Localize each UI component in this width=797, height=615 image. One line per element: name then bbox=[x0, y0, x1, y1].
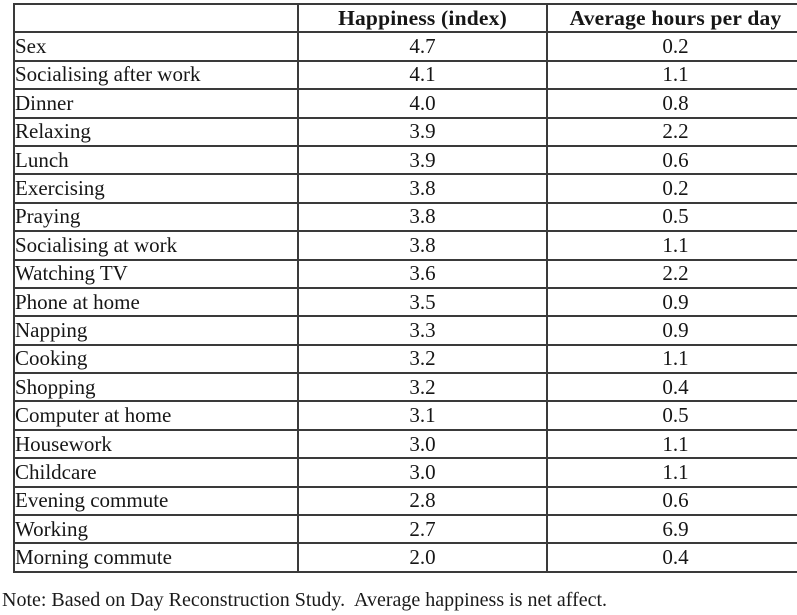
activity-cell: Lunch bbox=[13, 144, 299, 176]
hours-cell: 1.1 bbox=[546, 59, 797, 91]
activity-cell: Sex bbox=[13, 31, 299, 62]
activity-cell: Morning commute bbox=[13, 542, 299, 573]
table-row: Cooking 3.2 1.1 bbox=[13, 343, 797, 375]
activity-cell: Exercising bbox=[13, 173, 299, 204]
hours-cell: 0.5 bbox=[546, 400, 797, 431]
table-row: Evening commute 2.8 0.6 bbox=[13, 485, 797, 517]
table-row: Lunch 3.9 0.6 bbox=[13, 144, 797, 176]
happiness-cell: 4.1 bbox=[297, 59, 548, 91]
activity-cell: Watching TV bbox=[13, 258, 299, 289]
table-row: Praying 3.8 0.5 bbox=[13, 201, 797, 233]
activity-cell: Housework bbox=[13, 428, 299, 460]
table-row: Childcare 3.0 1.1 bbox=[13, 457, 797, 488]
table-row: Working 2.7 6.9 bbox=[13, 514, 797, 545]
table-row: Housework 3.0 1.1 bbox=[13, 428, 797, 460]
happiness-by-activity-table: Happiness (index) Average hours per day … bbox=[13, 2, 797, 573]
happiness-cell: 3.6 bbox=[297, 258, 548, 289]
hours-cell: 0.9 bbox=[546, 315, 797, 346]
activity-cell: Shopping bbox=[13, 372, 299, 403]
happiness-cell: 2.0 bbox=[297, 542, 548, 573]
activity-cell: Computer at home bbox=[13, 400, 299, 431]
header-row: Happiness (index) Average hours per day bbox=[13, 2, 797, 34]
table-body: Sex 4.7 0.2 Socialising after work 4.1 1… bbox=[13, 31, 797, 573]
happiness-cell: 3.8 bbox=[297, 173, 548, 204]
table-row: Napping 3.3 0.9 bbox=[13, 315, 797, 346]
table-row: Watching TV 3.6 2.2 bbox=[13, 258, 797, 289]
hours-cell: 2.2 bbox=[546, 116, 797, 147]
hours-cell: 0.5 bbox=[546, 201, 797, 233]
hours-cell: 0.4 bbox=[546, 542, 797, 573]
activity-cell: Phone at home bbox=[13, 286, 299, 318]
activity-cell: Napping bbox=[13, 315, 299, 346]
hours-cell: 1.1 bbox=[546, 428, 797, 460]
activity-cell: Cooking bbox=[13, 343, 299, 375]
happiness-cell: 3.9 bbox=[297, 116, 548, 147]
happiness-cell: 3.9 bbox=[297, 144, 548, 176]
happiness-cell: 3.0 bbox=[297, 457, 548, 488]
activity-cell: Relaxing bbox=[13, 116, 299, 147]
table-row: Relaxing 3.9 2.2 bbox=[13, 116, 797, 147]
hours-cell: 0.2 bbox=[546, 173, 797, 204]
hours-cell: 0.8 bbox=[546, 88, 797, 119]
happiness-cell: 3.2 bbox=[297, 372, 548, 403]
activity-cell: Dinner bbox=[13, 88, 299, 119]
table-header: Happiness (index) Average hours per day bbox=[13, 2, 797, 34]
happiness-cell: 3.2 bbox=[297, 343, 548, 375]
activity-cell: Working bbox=[13, 514, 299, 545]
hours-cell: 6.9 bbox=[546, 514, 797, 545]
happiness-cell: 3.8 bbox=[297, 201, 548, 233]
hours-cell: 0.6 bbox=[546, 485, 797, 517]
happiness-cell: 3.1 bbox=[297, 400, 548, 431]
happiness-cell: 4.0 bbox=[297, 88, 548, 119]
table-row: Sex 4.7 0.2 bbox=[13, 31, 797, 62]
happiness-cell: 3.5 bbox=[297, 286, 548, 318]
table-row: Morning commute 2.0 0.4 bbox=[13, 542, 797, 573]
activity-cell: Praying bbox=[13, 201, 299, 233]
table-row: Dinner 4.0 0.8 bbox=[13, 88, 797, 119]
happiness-table-container: Happiness (index) Average hours per day … bbox=[13, 2, 797, 573]
happiness-cell: 3.3 bbox=[297, 315, 548, 346]
activity-cell: Evening commute bbox=[13, 485, 299, 517]
hours-cell: 0.9 bbox=[546, 286, 797, 318]
column-header-happiness: Happiness (index) bbox=[297, 2, 548, 34]
column-header-hours: Average hours per day bbox=[546, 2, 797, 34]
table-footnote: Note: Based on Day Reconstruction Study.… bbox=[2, 589, 608, 611]
table-row: Phone at home 3.5 0.9 bbox=[13, 286, 797, 318]
table-row: Socialising at work 3.8 1.1 bbox=[13, 230, 797, 261]
table-row: Socialising after work 4.1 1.1 bbox=[13, 59, 797, 91]
happiness-cell: 4.7 bbox=[297, 31, 548, 62]
hours-cell: 0.4 bbox=[546, 372, 797, 403]
happiness-cell: 2.8 bbox=[297, 485, 548, 517]
activity-cell: Childcare bbox=[13, 457, 299, 488]
hours-cell: 0.2 bbox=[546, 31, 797, 62]
hours-cell: 1.1 bbox=[546, 230, 797, 261]
column-header-activity bbox=[13, 2, 299, 34]
happiness-cell: 3.0 bbox=[297, 428, 548, 460]
hours-cell: 1.1 bbox=[546, 343, 797, 375]
table-row: Shopping 3.2 0.4 bbox=[13, 372, 797, 403]
hours-cell: 1.1 bbox=[546, 457, 797, 488]
happiness-cell: 2.7 bbox=[297, 514, 548, 545]
table-row: Exercising 3.8 0.2 bbox=[13, 173, 797, 204]
activity-cell: Socialising after work bbox=[13, 59, 299, 91]
hours-cell: 2.2 bbox=[546, 258, 797, 289]
happiness-cell: 3.8 bbox=[297, 230, 548, 261]
activity-cell: Socialising at work bbox=[13, 230, 299, 261]
table-row: Computer at home 3.1 0.5 bbox=[13, 400, 797, 431]
hours-cell: 0.6 bbox=[546, 144, 797, 176]
